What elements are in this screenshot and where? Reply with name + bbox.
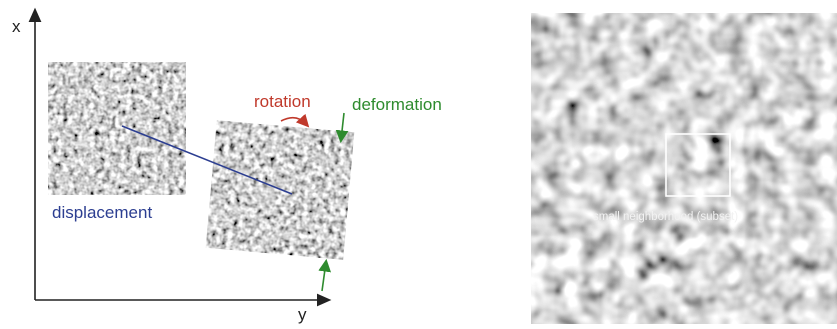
displacement-label: displacement [52, 203, 153, 222]
rotation-label: rotation [254, 92, 311, 111]
deformation-arrow-bottom [318, 258, 332, 292]
rotation-arrow [280, 113, 310, 128]
axis-y-label: y [298, 305, 307, 324]
subset-label: small neighborhood (subset) [593, 211, 739, 223]
displacement-line [121, 125, 293, 195]
deformation-arrow-top [335, 112, 349, 144]
magnified-speckle-image [531, 13, 837, 324]
reference-speckle-image [48, 62, 186, 195]
axis-x-label: x [12, 17, 21, 36]
subset-box [665, 133, 731, 197]
deformation-label: deformation [352, 95, 442, 114]
